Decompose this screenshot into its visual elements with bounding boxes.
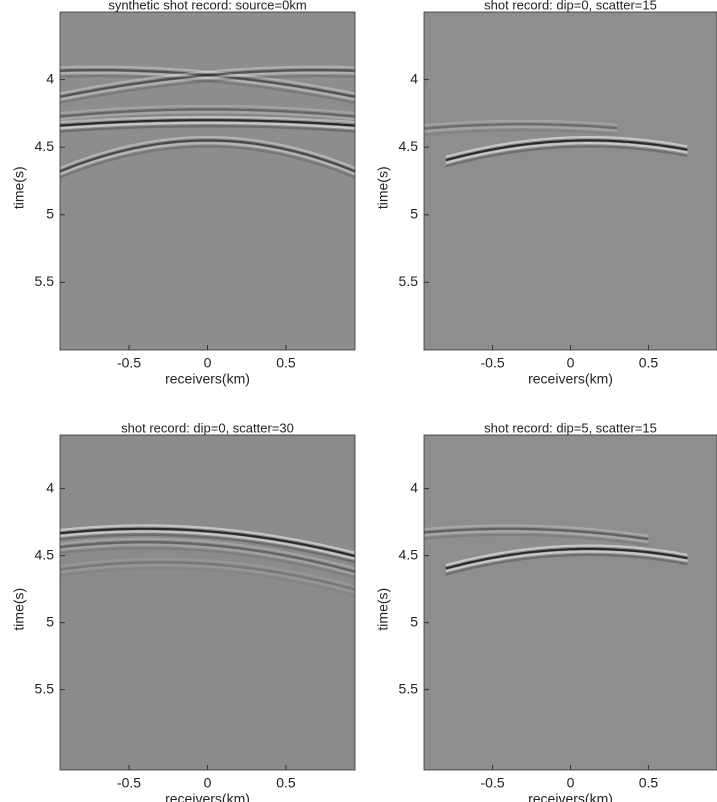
wave-event (424, 533, 649, 547)
y-tick-label: 5 (410, 613, 418, 629)
y-axis-label: time(s) (375, 166, 391, 209)
wave-event (445, 550, 688, 573)
wave-event (60, 145, 355, 179)
wave-event (424, 530, 649, 543)
wave-event (60, 524, 355, 554)
wave-event (445, 547, 688, 570)
wave-event (60, 119, 355, 127)
x-tick-label: -0.5 (481, 355, 505, 371)
wave-event (60, 110, 355, 121)
x-tick-label: 0 (567, 355, 575, 371)
x-tick-label: 0 (204, 355, 212, 371)
wave-event (60, 527, 355, 558)
wave-event (445, 544, 688, 567)
wave-event (60, 136, 355, 170)
y-axis-label: time(s) (11, 588, 27, 631)
wave-event (424, 123, 618, 130)
y-tick-label: 4.5 (35, 546, 55, 562)
wave-event (60, 533, 355, 564)
x-axis-label: receivers(km) (528, 371, 613, 387)
x-tick-label: 0 (567, 775, 575, 791)
wave-event (60, 139, 355, 173)
x-tick-label: 0 (204, 775, 212, 791)
wave-event (60, 71, 355, 101)
wave-event (445, 553, 688, 576)
wave-event (60, 121, 355, 130)
wave-event (60, 141, 355, 176)
wave-event (445, 139, 688, 162)
wave-event (424, 125, 618, 133)
image-background (60, 12, 355, 350)
x-tick-label: -0.5 (117, 775, 141, 791)
y-tick-label: 5.5 (399, 680, 419, 696)
x-tick-label: 0.5 (276, 775, 296, 791)
y-tick-label: 5 (410, 206, 418, 222)
y-tick-label: 5 (46, 206, 54, 222)
wave-event (60, 537, 355, 570)
wave-event (60, 563, 355, 594)
wave-event (60, 115, 355, 124)
wave-event (60, 69, 355, 98)
y-tick-label: 5.5 (35, 680, 55, 696)
y-tick-label: 5.5 (35, 273, 55, 289)
x-tick-label: 0.5 (276, 355, 296, 371)
y-axis-label: time(s) (375, 588, 391, 631)
panel-title: synthetic shot record: source=0km (108, 0, 306, 12)
wave-event (60, 65, 355, 95)
x-axis-label: receivers(km) (528, 791, 613, 802)
wave-event (424, 129, 618, 136)
panel (424, 435, 717, 770)
image-background (424, 435, 717, 770)
wave-event (60, 75, 355, 105)
wave-event (60, 541, 355, 573)
panel-title: shot record: dip=0, scatter=15 (484, 0, 657, 12)
y-tick-label: 5.5 (399, 273, 419, 289)
y-tick-label: 4 (410, 479, 418, 495)
wave-event (60, 567, 355, 597)
y-tick-label: 4 (410, 70, 418, 86)
y-tick-label: 4 (46, 479, 54, 495)
wave-event (424, 524, 649, 537)
panel-title: shot record: dip=0, scatter=30 (121, 420, 294, 435)
wave-event (60, 65, 355, 95)
wave-event (60, 557, 355, 588)
wave-event (60, 108, 355, 118)
x-axis-label: receivers(km) (165, 371, 250, 387)
x-tick-label: -0.5 (481, 775, 505, 791)
wave-event (445, 136, 688, 158)
panel (424, 12, 717, 350)
panel (60, 435, 355, 770)
wave-event (445, 142, 688, 164)
wave-event (60, 75, 355, 105)
x-axis-label: receivers(km) (165, 791, 250, 802)
y-tick-label: 5 (46, 613, 54, 629)
y-axis-label: time(s) (11, 166, 27, 209)
image-background (60, 435, 355, 770)
y-tick-label: 4 (46, 70, 54, 86)
y-tick-label: 4.5 (399, 546, 419, 562)
y-tick-label: 4.5 (399, 138, 419, 154)
y-tick-label: 4.5 (35, 138, 55, 154)
wave-event (60, 125, 355, 133)
wave-event (60, 71, 355, 101)
wave-event (60, 543, 355, 576)
wave-event (424, 119, 618, 127)
wave-event (60, 530, 355, 560)
image-background (424, 12, 717, 350)
wave-event (60, 69, 355, 98)
wave-event (60, 114, 355, 124)
panel-title: shot record: dip=5, scatter=15 (484, 420, 657, 435)
wave-event (424, 527, 649, 541)
wave-event (445, 145, 688, 168)
x-tick-label: 0.5 (639, 775, 659, 791)
x-tick-label: -0.5 (117, 355, 141, 371)
wave-event (60, 561, 355, 591)
panel (60, 12, 355, 350)
x-tick-label: 0.5 (639, 355, 659, 371)
wave-event (60, 104, 355, 115)
wave-event (60, 547, 355, 579)
